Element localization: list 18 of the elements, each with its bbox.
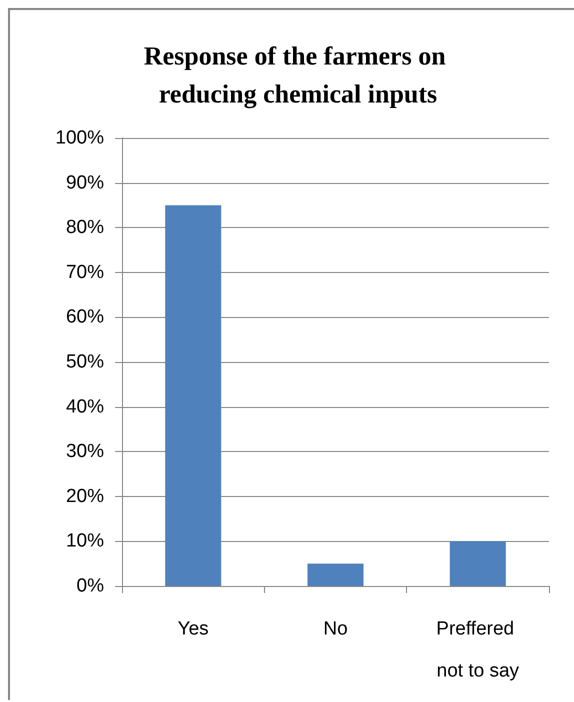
x-tick-label: Preffered not to say [436, 618, 520, 682]
bar [450, 541, 506, 586]
x-tick-label: No [323, 618, 348, 640]
y-tick-label: 80% [66, 217, 104, 238]
y-tick-label: 20% [66, 486, 104, 507]
y-tick-label: 90% [66, 172, 104, 194]
x-tick-label: Yes [178, 618, 209, 640]
y-tick-label: 50% [66, 352, 104, 372]
chart-title: Response of the farmers on reducing chemical inputs [144, 42, 452, 108]
y-tick-label: 70% [66, 262, 104, 283]
y-tick-label: 0% [76, 576, 104, 596]
bar [308, 564, 364, 586]
y-tick-label: 10% [66, 530, 104, 552]
y-tick-label: 60% [66, 306, 104, 328]
y-tick-label: 30% [66, 441, 104, 462]
bar [165, 205, 222, 586]
y-tick-label: 100% [55, 128, 104, 148]
y-tick-label: 40% [66, 396, 104, 418]
